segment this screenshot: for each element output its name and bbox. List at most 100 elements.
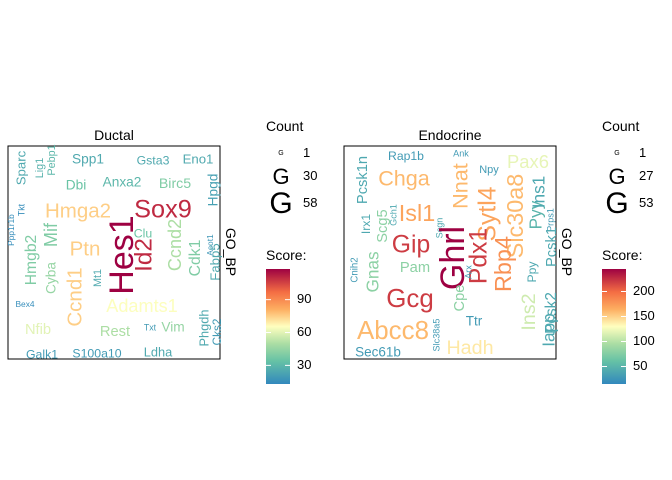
ductal-count-value-2: 30: [303, 168, 317, 183]
word-scgn: Scgn: [434, 218, 444, 239]
word-hes1: Hes1: [103, 215, 141, 294]
word-pax6: Pax6: [507, 151, 549, 172]
word-ppp1r1b: Ppp1r1b: [6, 214, 16, 246]
word-isl1: Isl1: [399, 200, 435, 226]
endocrine-colorbar: [602, 269, 626, 384]
word-hadh: Hadh: [446, 337, 493, 359]
word-ccnd1: Ccnd1: [63, 267, 86, 326]
word-cdk1: Cdk1: [187, 240, 204, 277]
ductal-count-value-1: 1: [303, 145, 310, 160]
endocrine-title: Endocrine: [418, 127, 481, 143]
ductal-count-glyph-large: G: [269, 187, 292, 220]
word-hmga2: Hmga2: [45, 199, 111, 222]
score-tick-label: 90: [297, 291, 311, 306]
word-slc38a5: Slc38a5: [431, 319, 441, 352]
word-anxa2: Anxa2: [103, 175, 142, 190]
word-slc30a8: Slc30a8: [502, 174, 528, 259]
word-rbp4: Rbp4: [490, 236, 516, 292]
endocrine-score-legend: Score: 50 100 150 200: [602, 247, 655, 384]
word-bex4: Bex4: [15, 299, 34, 309]
word-hpgd: Hpgd: [206, 174, 221, 207]
endocrine-side-label: GO_BP: [559, 228, 575, 276]
word-ins1: Ins1: [529, 176, 549, 209]
word-clu: Clu: [134, 226, 153, 240]
word-rap1b: Rap1b: [388, 149, 424, 163]
word-pyy: Pyy: [526, 200, 546, 229]
word-phgdh: Phgdh: [196, 309, 211, 346]
word-ldha: Ldha: [144, 344, 173, 359]
word-birc5: Birc5: [159, 176, 191, 192]
score-tick-label: 100: [633, 333, 655, 348]
endocrine-count-glyph-medium: G: [608, 164, 625, 189]
ductal-plot-border: [7, 145, 221, 360]
word-pebp1: Pebp1: [46, 144, 58, 175]
word-nnat: Nnat: [448, 163, 473, 209]
word-gip: Gip: [392, 232, 430, 259]
word-pam: Pam: [400, 260, 430, 276]
ductal-count-glyph-medium: G: [272, 164, 289, 189]
word-s100a10: S100a10: [72, 346, 121, 360]
word-gch1: Gch1: [388, 204, 398, 226]
word-rest: Rest: [100, 324, 130, 340]
endocrine-plot-border: [343, 145, 557, 360]
endocrine-score-ticks: 50 100 150 200: [602, 283, 655, 373]
word-ccnd2: Ccnd2: [165, 219, 185, 271]
word-tkt: Tkt: [16, 203, 26, 216]
ductal-count-glyph-small: G: [278, 150, 283, 157]
word-ttr: Ttr: [466, 314, 483, 329]
word-ptn: Ptn: [70, 237, 101, 260]
word-sec61b: Sec61b: [355, 345, 401, 360]
endocrine-wordcloud: Rap1b Ank Npy Pax6 Pcsk1n Chga Nnat Slc30a8 Isl1…: [350, 148, 560, 359]
endocrine-count-value-1: 1: [639, 145, 646, 160]
word-npy: Npy: [479, 164, 499, 176]
word-spp1: Spp1: [72, 152, 104, 167]
score-tick-label: 150: [633, 308, 655, 323]
word-pdx1: Pdx1: [466, 228, 493, 284]
word-ank: Ank: [453, 148, 469, 158]
endocrine-count-legend: Count G G G 1 27 53: [602, 118, 653, 220]
word-gcg: Gcg: [386, 285, 433, 313]
word-irx1: Irx1: [359, 214, 373, 235]
word-arx: Arx: [463, 265, 473, 279]
ductal-wordcloud: Sparc Lig1 Pebp1 Spp1 Gsta3 Eno1 Tkt Dbi Anxa2 Bi…: [6, 144, 224, 361]
endocrine-count-value-3: 53: [639, 195, 653, 210]
ductal-score-legend-title: Score:: [266, 247, 306, 263]
ductal-title: Ductal: [94, 127, 134, 143]
word-gnas: Gnas: [363, 251, 383, 292]
word-mif: Mif: [41, 222, 61, 247]
word-adamts1: Adamts1: [106, 296, 177, 316]
score-tick-label: 200: [633, 283, 655, 298]
word-id2: Id2: [130, 238, 157, 272]
word-chga: Chga: [378, 166, 431, 191]
word-cks2: Cks2: [210, 319, 224, 346]
ductal-count-legend-title: Count: [266, 118, 303, 134]
score-tick-label: 50: [633, 358, 647, 373]
word-iapp: Iapp: [539, 313, 559, 346]
ductal-panel: Ductal Sparc Lig1 Pebp1 Spp1 Gsta3 Eno1 Tkt Dbi…: [6, 118, 317, 384]
endocrine-count-glyph-large: G: [605, 187, 628, 220]
ductal-side-label: GO_BP: [223, 228, 239, 276]
word-eno1: Eno1: [183, 151, 214, 166]
word-cnih2: Cnih2: [350, 257, 361, 282]
word-pcsk1n: Pcsk1n: [355, 156, 371, 204]
word-abcc8: Abcc8: [357, 317, 429, 345]
word-pcsk1: Pcsk1: [544, 227, 560, 267]
word-gsta3: Gsta3: [137, 153, 170, 167]
ductal-score-ticks: 30 60 90: [266, 291, 311, 372]
word-sparc: Sparc: [13, 150, 28, 185]
word-ins2: Ins2: [518, 293, 540, 330]
endocrine-score-legend-title: Score:: [602, 247, 642, 263]
word-nfib: Nfib: [25, 322, 51, 338]
word-hmgb2: Hmgb2: [23, 235, 40, 286]
word-sox9: Sox9: [134, 196, 192, 224]
endocrine-count-value-2: 27: [639, 168, 653, 183]
word-mt1: Mt1: [92, 269, 104, 287]
word-dbi: Dbi: [66, 178, 87, 193]
word-galk1: Galk1: [26, 347, 58, 361]
ductal-count-legend: Count G G G 1 30 58: [266, 118, 317, 220]
word-ghrl: Ghrl: [434, 226, 472, 290]
word-acot1: Acot1: [205, 234, 215, 256]
word-scg5: Scg5: [375, 209, 391, 242]
